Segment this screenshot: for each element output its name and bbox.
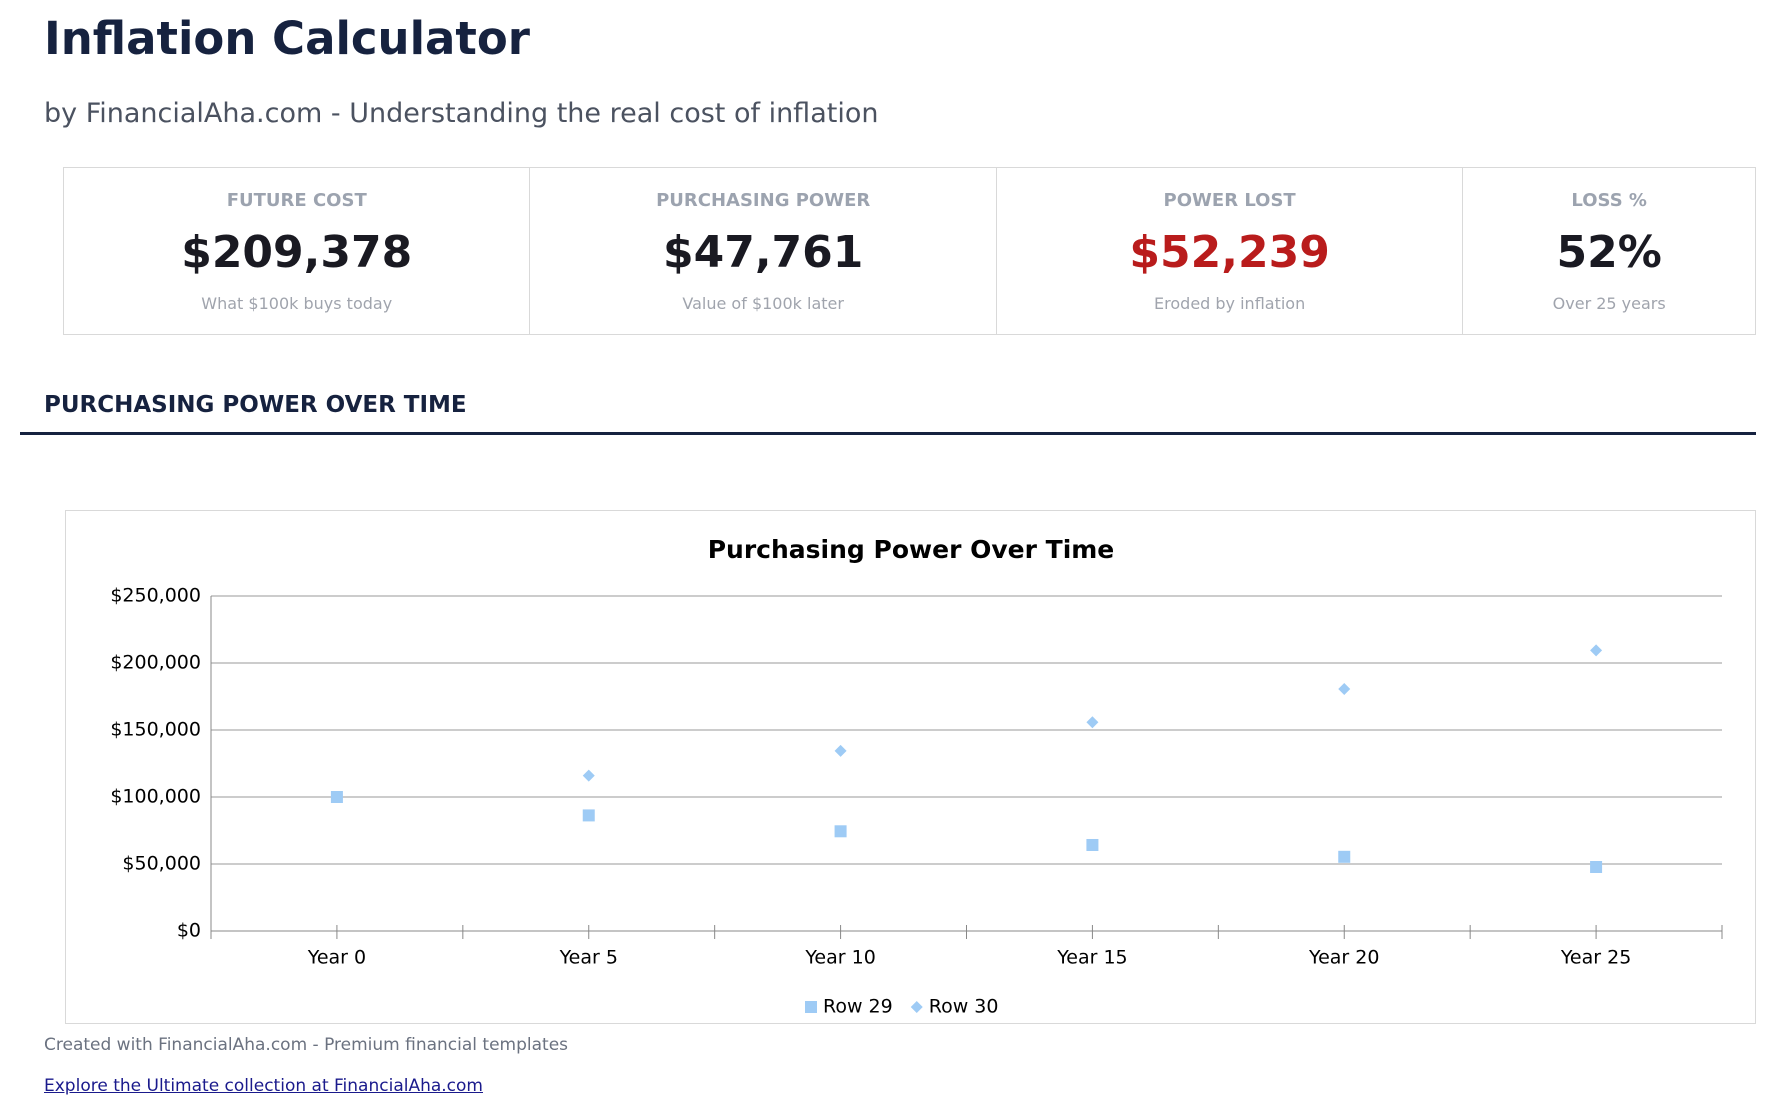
metric-note: Over 25 years: [1552, 294, 1666, 313]
point: [582, 769, 595, 782]
metric-value: $47,761: [662, 227, 864, 278]
metric-value: $209,378: [181, 227, 413, 278]
y-tick-label: $50,000: [122, 853, 201, 875]
legend-marker: [910, 1001, 923, 1013]
point: [1590, 644, 1603, 657]
chart: Purchasing Power Over Time $0 $50,000 $100…: [110, 535, 1723, 1018]
legend-marker: [805, 1001, 817, 1013]
x-tick-label: Year 25: [1560, 947, 1631, 969]
x-tick-label: Year 15: [1056, 947, 1127, 969]
legend-label: Row 30: [929, 996, 999, 1018]
y-tick-label: $250,000: [110, 585, 201, 607]
point: [1338, 682, 1351, 695]
metric-value: 52%: [1556, 227, 1662, 278]
point: [330, 791, 343, 803]
x-tick-label: Year 10: [804, 947, 875, 969]
metric-note: Value of $100k later: [682, 294, 844, 313]
metric-value: $52,239: [1129, 227, 1330, 278]
metric-label: PURCHASING POWER: [656, 190, 871, 211]
metric-cards: FUTURE COST $209,378 What $100k buys today…: [63, 167, 1756, 335]
subtitle: by FinancialAha.com - Understanding the …: [44, 98, 879, 129]
point: [1086, 716, 1099, 729]
chart-title: Purchasing Power Over Time: [708, 535, 1115, 564]
metric-card: LOSS % 52% Over 25 years: [1463, 168, 1755, 334]
metric-label: FUTURE COST: [226, 190, 367, 211]
metric-label: POWER LOST: [1163, 190, 1296, 211]
metric-label: LOSS %: [1571, 190, 1647, 211]
point: [1590, 861, 1603, 874]
metric-card: PURCHASING POWER $47,761 Value of $100k la…: [530, 168, 997, 334]
point: [1338, 850, 1351, 863]
point: [582, 809, 595, 822]
x-tick-label: Year 20: [1308, 947, 1379, 969]
section-rule: [20, 432, 1756, 435]
footer-link[interactable]: Explore the Ultimate collection at Finan…: [44, 1076, 483, 1096]
y-tick-label: $150,000: [110, 719, 201, 741]
y-tick-label: $200,000: [110, 652, 201, 674]
metric-card: POWER LOST $52,239 Eroded by inflation: [997, 168, 1464, 334]
y-tick-label: $100,000: [110, 786, 201, 808]
x-tick-label: Year 0: [307, 947, 366, 969]
footer-text: Created with FinancialAha.com - Premium …: [44, 1035, 569, 1055]
metric-note: Eroded by inflation: [1154, 294, 1306, 313]
point: [834, 825, 847, 838]
x-tick-label: Year 5: [559, 947, 618, 969]
point: [834, 744, 847, 757]
metric-card: FUTURE COST $209,378 What $100k buys today: [64, 168, 531, 334]
chart-box: Purchasing Power Over Time $0 $50,000 $100…: [65, 510, 1756, 1024]
y-tick-label: $0: [177, 920, 201, 942]
metric-note: What $100k buys today: [201, 294, 393, 313]
section-title: PURCHASING POWER OVER TIME: [44, 392, 467, 418]
legend-label: Row 29: [823, 996, 893, 1018]
point: [1086, 838, 1099, 851]
page-title: Inflation Calculator: [44, 12, 530, 65]
